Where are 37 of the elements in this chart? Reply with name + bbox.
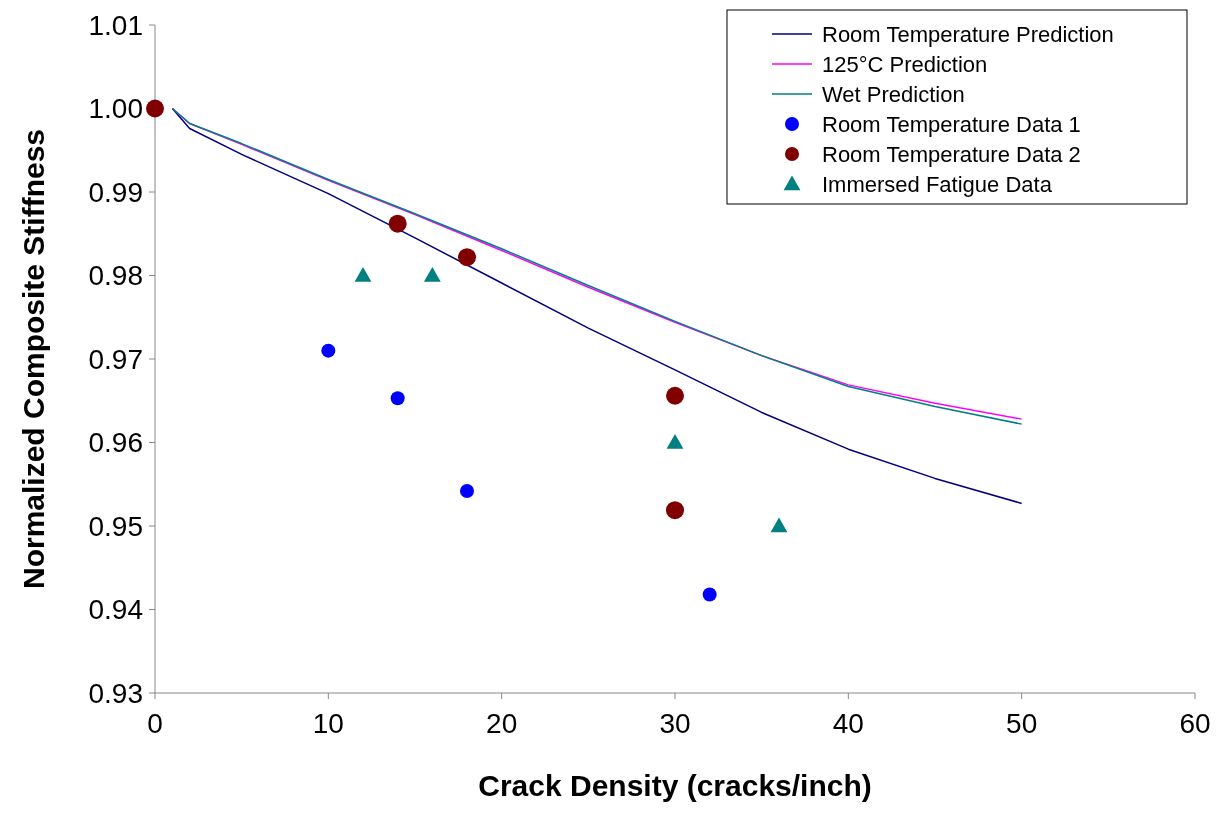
legend-label: Room Temperature Data 2	[822, 141, 1081, 167]
point	[146, 99, 164, 118]
point	[354, 267, 372, 282]
x-tick-label: 20	[486, 708, 518, 739]
point	[702, 587, 717, 602]
point	[770, 517, 788, 533]
point	[666, 501, 684, 520]
y-tick-label: 1.00	[88, 93, 143, 125]
y-tick-label: 0.93	[88, 677, 143, 709]
x-tick-label: 40	[832, 708, 864, 739]
y-tick-label: 0.98	[88, 260, 143, 292]
point	[666, 434, 684, 449]
legend-label: Wet Prediction	[822, 81, 965, 107]
y-tick-label: 0.97	[88, 343, 143, 375]
point	[460, 483, 474, 498]
legend-label: Room Temperature Prediction	[822, 21, 1114, 47]
point	[423, 267, 441, 282]
y-tick-label: 0.96	[88, 427, 143, 459]
point	[458, 248, 476, 267]
point	[666, 386, 684, 405]
x-tick-label: 60	[1179, 708, 1211, 739]
x-tick-label: 10	[312, 708, 344, 739]
y-axis-title: Normalized Composite Stiffness	[17, 128, 50, 590]
legend-label: Immersed Fatigue Data	[822, 171, 1053, 197]
legend-label: 125°C Prediction	[822, 51, 988, 77]
point	[321, 343, 336, 358]
x-tick-label: 0	[147, 708, 163, 739]
y-tick-label: 0.94	[88, 594, 143, 626]
x-tick-label: 30	[659, 708, 691, 739]
x-tick-label: 50	[1006, 708, 1038, 739]
point	[388, 214, 407, 233]
y-tick-label: 0.99	[88, 176, 143, 208]
x-axis-title: Crack Density (cracks/inch)	[478, 769, 872, 802]
y-tick-label: 0.95	[88, 510, 143, 542]
point	[390, 391, 405, 406]
y-tick-label: 1.01	[88, 9, 143, 41]
legend-label: Room Temperature Data 1	[822, 111, 1081, 137]
